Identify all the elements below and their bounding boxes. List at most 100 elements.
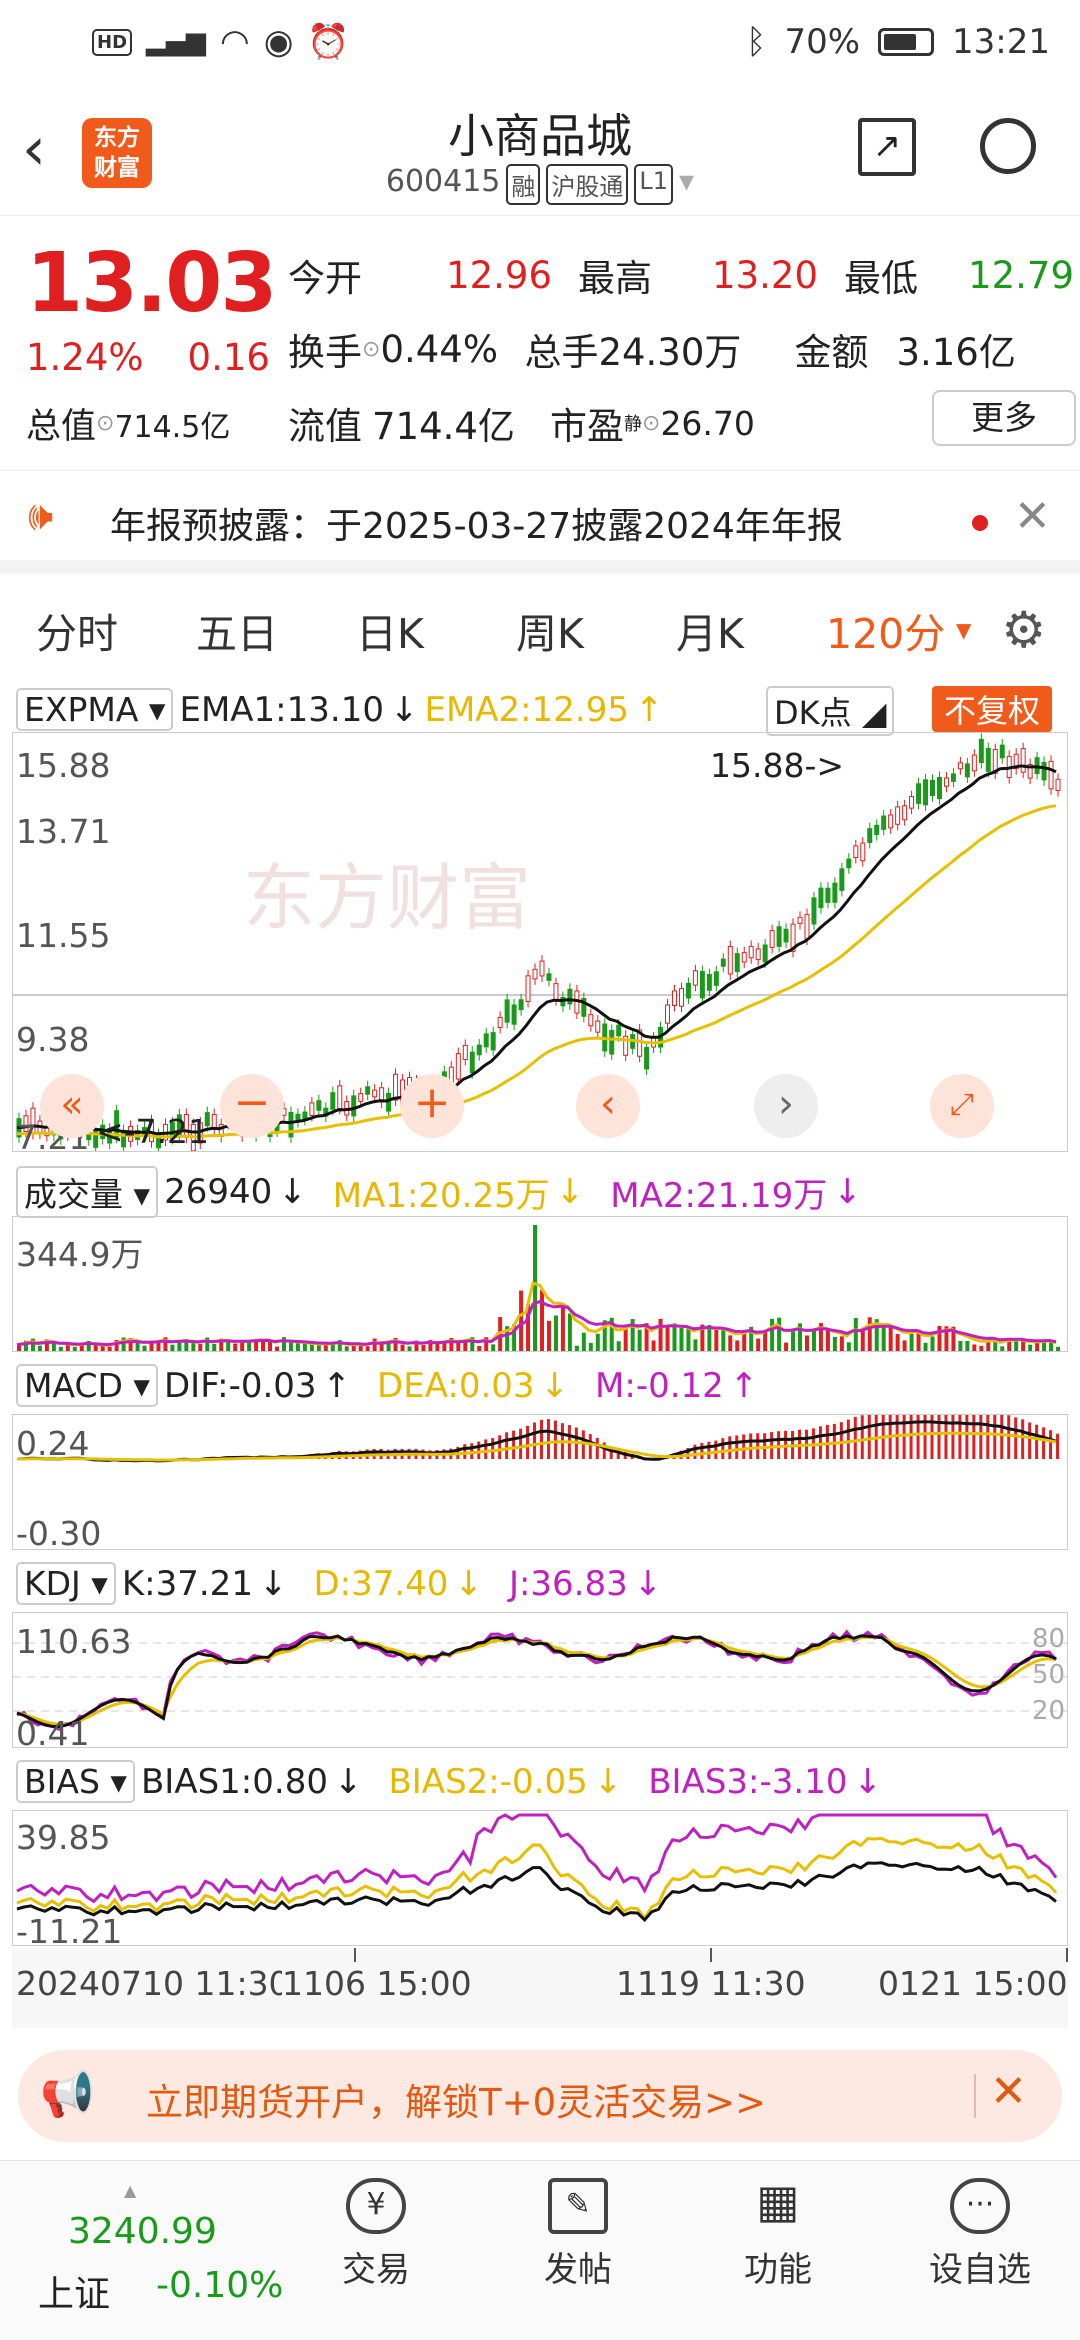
macd-bar: [609, 1446, 613, 1459]
stock-code-row[interactable]: 600415 融 沪股通 L1 ▾: [0, 164, 1080, 205]
tab-weekly[interactable]: 周K: [516, 610, 584, 658]
macd-select[interactable]: MACD ▾: [16, 1364, 158, 1407]
fullscreen-icon[interactable]: ⤢: [930, 1074, 994, 1138]
macd-bar: [916, 1406, 920, 1459]
volume-bar: [1042, 1340, 1047, 1351]
price-change: 1.24% 0.16: [26, 336, 270, 379]
candle: [825, 887, 831, 903]
volume-bar: [79, 1344, 84, 1351]
dk-button[interactable]: DK点 ◢: [766, 686, 895, 736]
expma-title: EXPMA ▾ EMA1:13.10 ↓ EMA2:12.95 ↑: [16, 688, 663, 731]
candle: [581, 997, 587, 1017]
search-icon[interactable]: [980, 118, 1036, 174]
macd-bar: [540, 1419, 543, 1459]
tab-post[interactable]: ✎ 发帖: [498, 2178, 658, 2291]
share-icon[interactable]: ↗: [858, 118, 916, 176]
no-adjust-button[interactable]: 不复权: [932, 686, 1053, 732]
expma-select[interactable]: EXPMA ▾: [16, 688, 174, 731]
volume-bar: [526, 1304, 531, 1351]
volume-bar: [58, 1346, 63, 1351]
tab-watchlist[interactable]: ··· 设自选: [900, 2178, 1060, 2291]
x-axis: 20240710 11:30 1106 15:00 1119 11:30 012…: [12, 1948, 1068, 2028]
back-icon[interactable]: ‹: [22, 114, 46, 184]
candle: [713, 971, 719, 986]
volume-bar: [721, 1328, 726, 1351]
volume-bar: [170, 1344, 175, 1351]
macd-bar: [742, 1434, 746, 1459]
quote-row-1: 今开 12.96 最高 13.20 最低 12.79: [288, 253, 1074, 301]
volume-bar: [888, 1325, 893, 1351]
kdj-select[interactable]: KDJ ▾: [16, 1562, 116, 1605]
gear-icon[interactable]: ⚙: [1001, 601, 1047, 659]
tab-monthly[interactable]: 月K: [676, 610, 744, 658]
bias-frame[interactable]: [12, 1810, 1068, 1946]
kdj-ref-50: 50: [1032, 1660, 1066, 1690]
kdj-chart: [13, 1629, 1067, 1731]
candle: [539, 960, 545, 977]
notice-bar[interactable]: 🕪 年报预披露：于2025-03-27披露2024年年报 ✕: [0, 470, 1080, 574]
macd-bar: [526, 1425, 530, 1459]
candle: [706, 974, 712, 991]
candle: [169, 1122, 175, 1139]
candle: [762, 944, 768, 963]
volume-bar: [832, 1336, 837, 1351]
clock: 13:21: [952, 22, 1050, 62]
volume-bar: [916, 1329, 921, 1351]
prev-icon[interactable]: ‹: [576, 1074, 640, 1138]
volume-bar: [567, 1313, 572, 1351]
volume-bar: [749, 1326, 754, 1351]
volume-bar: [191, 1343, 196, 1351]
volume-bar: [595, 1333, 600, 1351]
volume-bar: [337, 1340, 342, 1351]
more-button[interactable]: 更多: [932, 390, 1076, 446]
volume-bar: [86, 1340, 91, 1351]
bias-select[interactable]: BIAS ▾: [16, 1760, 135, 1803]
volume-bar: [763, 1330, 768, 1351]
kdj-ref-20: 20: [1032, 1696, 1066, 1726]
last-price: 13.03: [26, 236, 277, 331]
candle: [1055, 778, 1061, 792]
app-logo[interactable]: 东方 财富: [82, 118, 152, 188]
candle: [483, 1033, 489, 1048]
volume-bar: [135, 1339, 140, 1351]
kline-chart[interactable]: 东方财富: [13, 733, 1067, 1157]
y-label: 39.85: [16, 1818, 111, 1857]
kdj-ref-80: 80: [1032, 1624, 1066, 1654]
candle: [309, 1102, 315, 1116]
tab-intraday[interactable]: 分时: [36, 610, 118, 658]
tab-daily[interactable]: 日K: [356, 610, 424, 658]
volume-select[interactable]: 成交量 ▾: [16, 1166, 159, 1218]
volume-title: 成交量 ▾ 26940 ↓ MA1:20.25万 ↓ MA2:21.19万 ↓: [16, 1166, 862, 1218]
rewind-icon[interactable]: «: [40, 1074, 104, 1138]
volume-bar: [533, 1225, 538, 1351]
kline-frame[interactable]: 东方财富: [12, 732, 1068, 1157]
volume-frame[interactable]: [12, 1216, 1068, 1352]
zoom-out-icon[interactable]: −: [220, 1074, 284, 1138]
next-icon[interactable]: ›: [754, 1074, 818, 1138]
volume-bar: [456, 1343, 461, 1351]
stock-header: ‹ 东方 财富 小商品城 600415 融 沪股通 L1 ▾ ↗: [0, 84, 1080, 216]
kdj-frame[interactable]: [12, 1612, 1068, 1748]
bottom-tab-bar: ▲ 3240.99 上证 -0.10%: [0, 2160, 1080, 2340]
macd-frame[interactable]: [12, 1405, 1068, 1550]
volume-bar: [1021, 1339, 1026, 1351]
candle: [950, 773, 956, 782]
volume-bar: [784, 1342, 789, 1351]
volume-bar: [288, 1342, 293, 1351]
tab-five-day[interactable]: 五日: [196, 610, 278, 658]
volume-bar: [428, 1339, 433, 1351]
volume-bar: [351, 1346, 356, 1351]
zoom-in-icon[interactable]: +: [400, 1074, 464, 1138]
tab-120min[interactable]: 120分: [826, 610, 946, 658]
low-marker: <-7.21: [96, 1112, 210, 1151]
close-icon[interactable]: ✕: [1014, 491, 1051, 542]
close-icon[interactable]: ✕: [990, 2066, 1027, 2117]
tab-trade[interactable]: ¥ 交易: [296, 2178, 456, 2291]
candle: [316, 1100, 322, 1111]
tab-functions[interactable]: ▦ 功能: [744, 2174, 812, 2290]
macd-bar: [721, 1438, 725, 1459]
bluetooth-icon: ᛒ: [746, 22, 767, 62]
futures-ad-banner[interactable]: 📢 立即期货开户，解锁T+0灵活交易>> ✕: [18, 2050, 1062, 2142]
macd-bar: [1021, 1419, 1025, 1459]
macd-bar: [749, 1433, 753, 1459]
